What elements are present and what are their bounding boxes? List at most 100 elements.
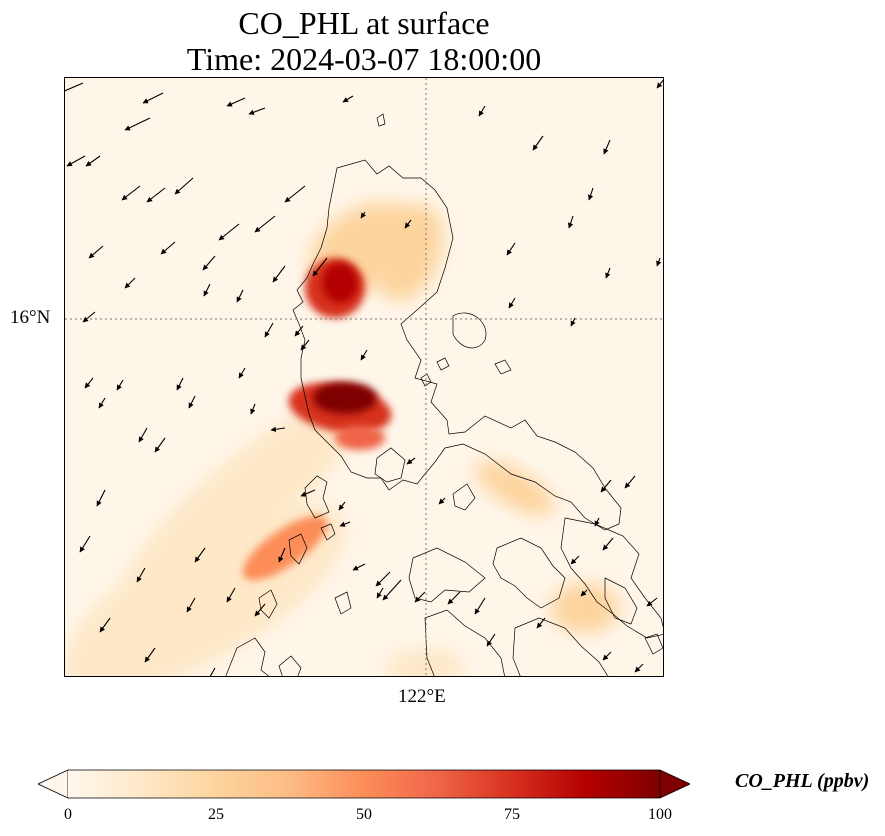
colorbar-min-extension <box>38 769 69 799</box>
wind-arrow <box>312 257 328 277</box>
co-plume <box>322 263 358 303</box>
wind-arrow <box>238 367 246 379</box>
wind-arrow <box>506 242 516 256</box>
wind-arrow <box>624 475 636 489</box>
wind-arrow <box>174 177 194 195</box>
colorbar-tick-label: 75 <box>504 806 520 823</box>
co-plume <box>475 460 555 516</box>
wind-arrow <box>254 215 276 233</box>
wind-arrow <box>160 241 176 255</box>
wind-arrow <box>226 97 246 107</box>
wind-arrow <box>474 597 486 615</box>
wind-arrow <box>248 107 266 115</box>
wind-arrow <box>66 155 86 167</box>
gridlines <box>65 78 663 676</box>
wind-arrow <box>580 589 588 597</box>
map-time-subtitle: Time: 2024-03-07 18:00:00 <box>186 41 542 77</box>
colorbar <box>38 769 690 799</box>
wind-arrow <box>508 297 516 309</box>
wind-arrow <box>84 377 94 389</box>
wind-arrow <box>376 587 384 599</box>
wind-arrow <box>536 617 546 629</box>
wind-arrow <box>532 135 544 151</box>
wind-arrow <box>272 265 286 283</box>
wind-arrow <box>88 245 104 259</box>
colorbar-tick-label: 25 <box>208 806 224 823</box>
co-concentration-field <box>65 202 620 676</box>
coastlines <box>225 113 663 676</box>
wind-arrow <box>65 82 84 92</box>
wind-arrow <box>600 479 612 493</box>
map-canvas <box>65 78 663 676</box>
wind-arrow <box>294 325 304 337</box>
colorbar-tick-label: 100 <box>648 806 672 823</box>
wind-arrow <box>79 535 91 553</box>
wind-arrow <box>202 255 216 271</box>
wind-arrow <box>478 105 486 117</box>
wind-arrow <box>85 155 101 167</box>
wind-arrow <box>486 633 496 647</box>
wind-arrow <box>194 547 206 563</box>
wind-arrow <box>218 223 240 241</box>
wind-arrow <box>82 311 96 323</box>
wind-arrow <box>226 587 236 603</box>
wind-arrow <box>587 187 594 201</box>
luzon-coastline <box>292 159 622 531</box>
wind-arrow <box>594 517 600 527</box>
wind-arrow <box>338 501 346 511</box>
map-panel <box>64 77 664 677</box>
wind-arrow <box>203 283 211 297</box>
wind-arrow <box>342 95 354 103</box>
wind-arrow <box>142 92 164 104</box>
wind-arrow <box>98 397 106 409</box>
wind-arrow <box>138 427 148 443</box>
wind-arrow <box>570 555 580 565</box>
wind-arrow <box>124 277 136 289</box>
wind-arrow <box>250 403 256 415</box>
wind-arrow <box>360 211 367 219</box>
colorbar-label: CO_PHL (ppbv) <box>735 770 870 792</box>
wind-arrow <box>300 339 310 351</box>
wind-arrow <box>406 457 416 465</box>
wind-arrow <box>96 489 106 507</box>
wind-arrow <box>360 349 368 361</box>
wind-arrow <box>447 591 461 605</box>
wind-arrow <box>404 219 412 229</box>
wind-arrow <box>154 437 166 453</box>
wind-arrow <box>634 663 644 673</box>
colorbar-max-extension <box>659 769 690 799</box>
wind-arrow <box>567 215 574 229</box>
lon-tick-label: 122°E <box>398 686 446 707</box>
wind-arrow <box>176 377 184 391</box>
wind-arrow <box>646 597 658 607</box>
map-title: CO_PHL at surface <box>238 5 490 41</box>
wind-arrow <box>99 617 111 633</box>
wind-arrow <box>414 591 426 603</box>
wind-arrow <box>602 651 612 661</box>
wind-arrow <box>146 187 166 203</box>
wind-arrow <box>339 521 351 527</box>
wind-arrow <box>375 571 391 587</box>
wind-arrow <box>209 667 216 676</box>
wind-arrow <box>254 603 266 617</box>
wind-arrow <box>603 139 611 155</box>
wind-arrow <box>236 289 244 303</box>
co-plume <box>385 648 465 676</box>
wind-arrow <box>264 322 274 338</box>
wind-arrow <box>270 426 286 433</box>
wind-arrow <box>656 257 662 267</box>
lat-tick-label: 16°N <box>10 307 51 328</box>
wind-arrow <box>382 579 402 601</box>
wind-arrow <box>605 267 611 279</box>
co-plume <box>313 382 377 414</box>
wind-arrow <box>602 537 614 551</box>
wind-arrow <box>284 185 306 203</box>
wind-vectors <box>65 79 663 676</box>
wind-arrow <box>656 79 663 89</box>
colorbar-gradient <box>68 770 660 798</box>
wind-arrow <box>121 185 141 201</box>
co-plume <box>550 583 620 633</box>
wind-arrow <box>300 489 316 497</box>
wind-arrow <box>438 497 446 505</box>
wind-arrow <box>144 647 156 663</box>
